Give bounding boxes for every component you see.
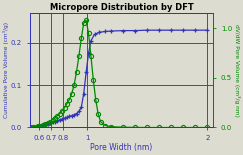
Title: Micropore Distribution by DFT: Micropore Distribution by DFT bbox=[50, 3, 193, 12]
Y-axis label: dV/dW Pore Volume (cm³/g nm): dV/dW Pore Volume (cm³/g nm) bbox=[234, 24, 240, 117]
X-axis label: Pore Width (nm): Pore Width (nm) bbox=[90, 143, 153, 152]
Y-axis label: Cumulative Pore Volume (cm³/g): Cumulative Pore Volume (cm³/g) bbox=[3, 22, 9, 118]
